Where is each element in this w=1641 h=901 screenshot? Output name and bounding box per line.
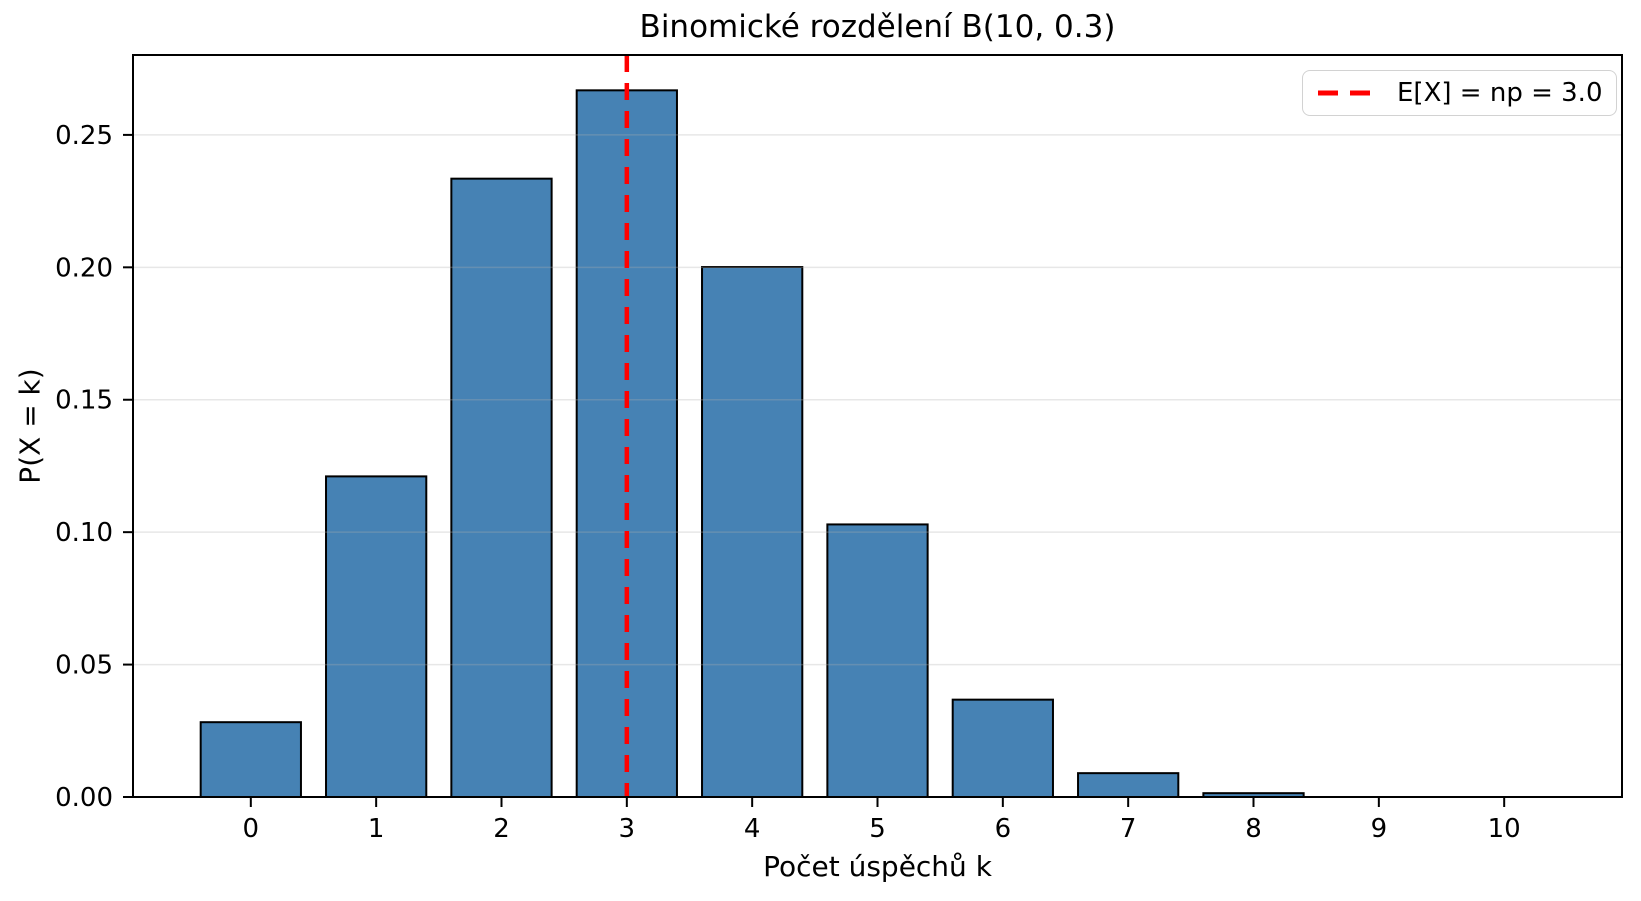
legend-label: E[X] = np = 3.0 — [1397, 78, 1603, 108]
bar-k5 — [826, 523, 929, 798]
x-tick-label: 8 — [1245, 814, 1262, 844]
bar-k2 — [450, 177, 553, 798]
chart-title: Binomické rozdělení B(10, 0.3) — [639, 9, 1116, 45]
bar-k1 — [325, 475, 428, 798]
y-tick-label: 0.20 — [55, 253, 113, 283]
y-tick-label: 0.10 — [55, 518, 113, 548]
x-tick-label: 9 — [1371, 814, 1388, 844]
y-tick-label: 0.05 — [55, 651, 113, 681]
legend-dashed-line-icon — [1318, 90, 1370, 96]
x-tick-label: 3 — [619, 814, 636, 844]
x-tick-label: 5 — [869, 814, 886, 844]
x-tick-label: 10 — [1488, 814, 1521, 844]
x-tick-label: 6 — [995, 814, 1012, 844]
legend: E[X] = np = 3.0 — [1302, 70, 1617, 116]
y-tick-label: 0.15 — [55, 386, 113, 416]
x-axis-label: Počet úspěchů k — [763, 850, 992, 883]
y-tick-label: 0.00 — [55, 783, 113, 813]
bar-k7 — [1077, 772, 1180, 799]
x-tick-label: 1 — [368, 814, 385, 844]
bar-k6 — [951, 698, 1054, 798]
x-tick-label: 0 — [243, 814, 260, 844]
x-tick-label: 4 — [744, 814, 761, 844]
y-tick-label: 0.25 — [55, 121, 113, 151]
bar-k0 — [199, 721, 302, 799]
x-tick-label: 7 — [1120, 814, 1137, 844]
x-tick-label: 2 — [493, 814, 510, 844]
bar-k4 — [701, 266, 804, 798]
